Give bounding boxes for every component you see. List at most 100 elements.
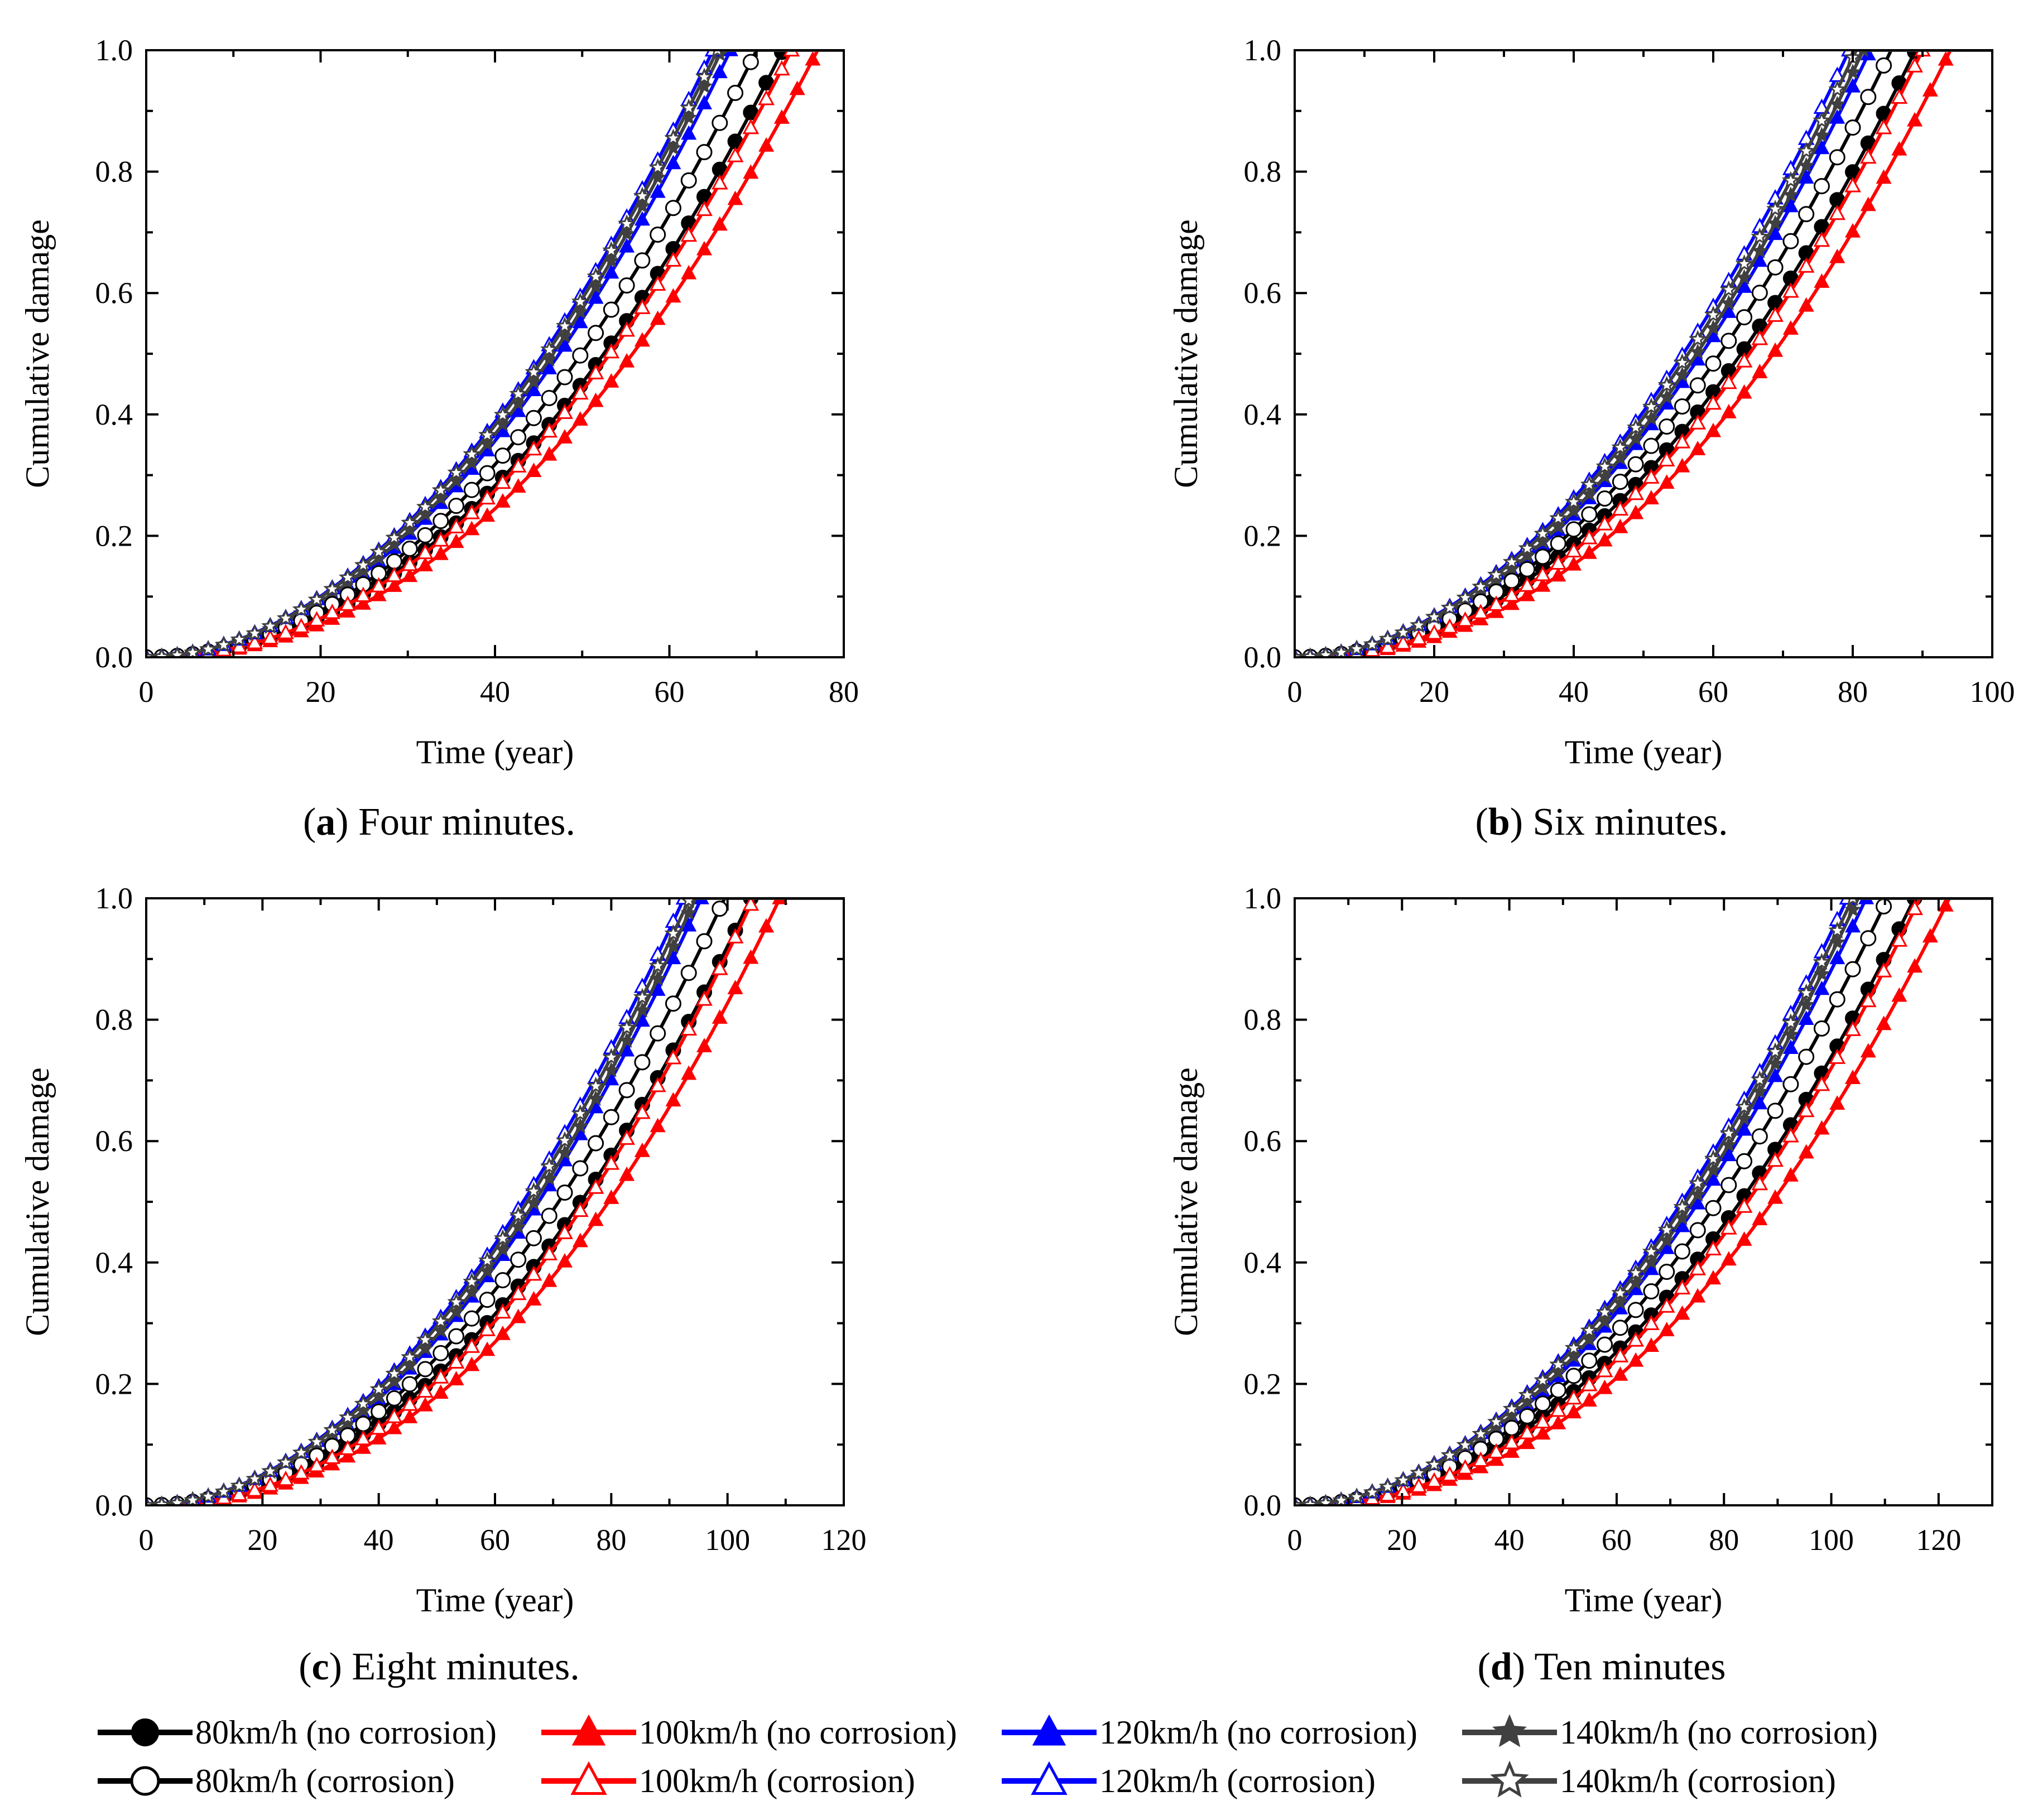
data-point — [1813, 952, 1831, 970]
data-point — [432, 531, 449, 547]
data-point — [634, 252, 651, 269]
data-point — [1657, 1220, 1676, 1238]
series-line — [1295, 49, 1992, 658]
series-line — [1295, 897, 1992, 1506]
data-point — [1550, 567, 1566, 582]
data-point — [1472, 1451, 1489, 1467]
x-tick-label: 100 — [1970, 675, 2015, 709]
data-point — [743, 949, 759, 964]
data-point — [1472, 1424, 1490, 1442]
data-point — [1488, 1443, 1505, 1458]
data-point — [1643, 490, 1659, 504]
data-point — [401, 541, 418, 557]
data-point — [1674, 433, 1691, 449]
data-point — [1844, 177, 1861, 192]
data-point — [1891, 931, 1908, 947]
series-line — [1295, 49, 1992, 658]
data-point — [1705, 355, 1722, 372]
data-point — [152, 1495, 171, 1506]
data-point — [1581, 544, 1597, 559]
data-point — [1503, 595, 1520, 610]
data-point — [1519, 586, 1535, 601]
data-point — [587, 364, 604, 379]
data-point — [1720, 1219, 1737, 1235]
data-point — [696, 240, 713, 256]
data-point — [1316, 646, 1335, 658]
data-point — [571, 1201, 589, 1217]
data-point — [727, 190, 743, 205]
data-point — [1628, 504, 1644, 519]
data-point — [1612, 500, 1629, 516]
data-point — [494, 1303, 511, 1319]
axes-frame — [1294, 897, 1993, 1506]
data-point — [401, 513, 419, 531]
data-point — [1736, 1231, 1752, 1246]
data-point — [588, 1211, 604, 1226]
data-point — [1519, 1408, 1536, 1424]
data-point — [1643, 1283, 1660, 1299]
legend-marker — [1031, 1761, 1068, 1795]
data-point — [448, 1328, 465, 1345]
data-point — [463, 1337, 480, 1353]
data-point — [1689, 1174, 1707, 1191]
y-tick-label: 0.4 — [1244, 398, 1282, 431]
data-point — [1860, 89, 1877, 105]
data-point — [1781, 171, 1800, 189]
x-tick-label: 100 — [1809, 1523, 1854, 1557]
x-axis-title: Time (year) — [1565, 734, 1723, 771]
data-point — [1595, 1303, 1614, 1320]
data-point — [1907, 958, 1923, 973]
x-tick-label: 100 — [705, 1523, 750, 1557]
data-point — [773, 60, 790, 76]
panel-caption: (b) Six minutes. — [1475, 801, 1728, 844]
data-point — [556, 1253, 573, 1268]
data-point — [1674, 1243, 1690, 1260]
plot-area — [146, 49, 844, 658]
data-point — [401, 1347, 419, 1365]
data-point — [1487, 565, 1506, 583]
data-point — [1798, 257, 1815, 273]
data-point — [1860, 1043, 1876, 1058]
data-point — [1472, 577, 1490, 595]
data-point — [1534, 1395, 1551, 1412]
data-point — [292, 1443, 310, 1461]
data-point — [696, 200, 713, 216]
data-point — [307, 590, 326, 608]
data-point — [541, 1207, 557, 1224]
y-tick-label: 0.0 — [1244, 1489, 1282, 1522]
data-point — [712, 114, 728, 131]
data-point — [1535, 577, 1551, 592]
data-point — [525, 1265, 542, 1281]
data-point — [1627, 1263, 1645, 1281]
series-3 — [1295, 49, 1992, 658]
data-point — [525, 410, 542, 426]
data-point — [1674, 458, 1690, 473]
data-point — [277, 1470, 294, 1486]
data-point — [1736, 1121, 1752, 1136]
y-tick-label: 0.2 — [1244, 519, 1282, 552]
data-point — [1719, 1124, 1738, 1142]
data-point — [1488, 603, 1505, 618]
x-tick-label: 20 — [306, 675, 336, 709]
data-point — [1549, 509, 1568, 526]
y-tick-label: 0.8 — [95, 1003, 133, 1037]
data-point — [603, 373, 619, 388]
data-point — [1922, 82, 1938, 97]
data-point — [371, 1430, 387, 1445]
data-point — [587, 1178, 604, 1194]
data-point — [1875, 962, 1892, 978]
data-point — [664, 128, 683, 146]
series-6 — [1295, 897, 1992, 1506]
data-point — [588, 392, 604, 407]
data-point — [541, 422, 558, 438]
data-point — [1751, 1070, 1769, 1088]
data-point — [1829, 1095, 1845, 1110]
data-point — [416, 497, 435, 515]
data-point — [1829, 1048, 1846, 1064]
data-point — [1440, 1446, 1459, 1463]
data-point — [555, 316, 574, 334]
data-point — [370, 577, 387, 593]
data-point — [712, 1009, 728, 1024]
data-point — [431, 1312, 450, 1330]
data-point — [1347, 1487, 1366, 1505]
